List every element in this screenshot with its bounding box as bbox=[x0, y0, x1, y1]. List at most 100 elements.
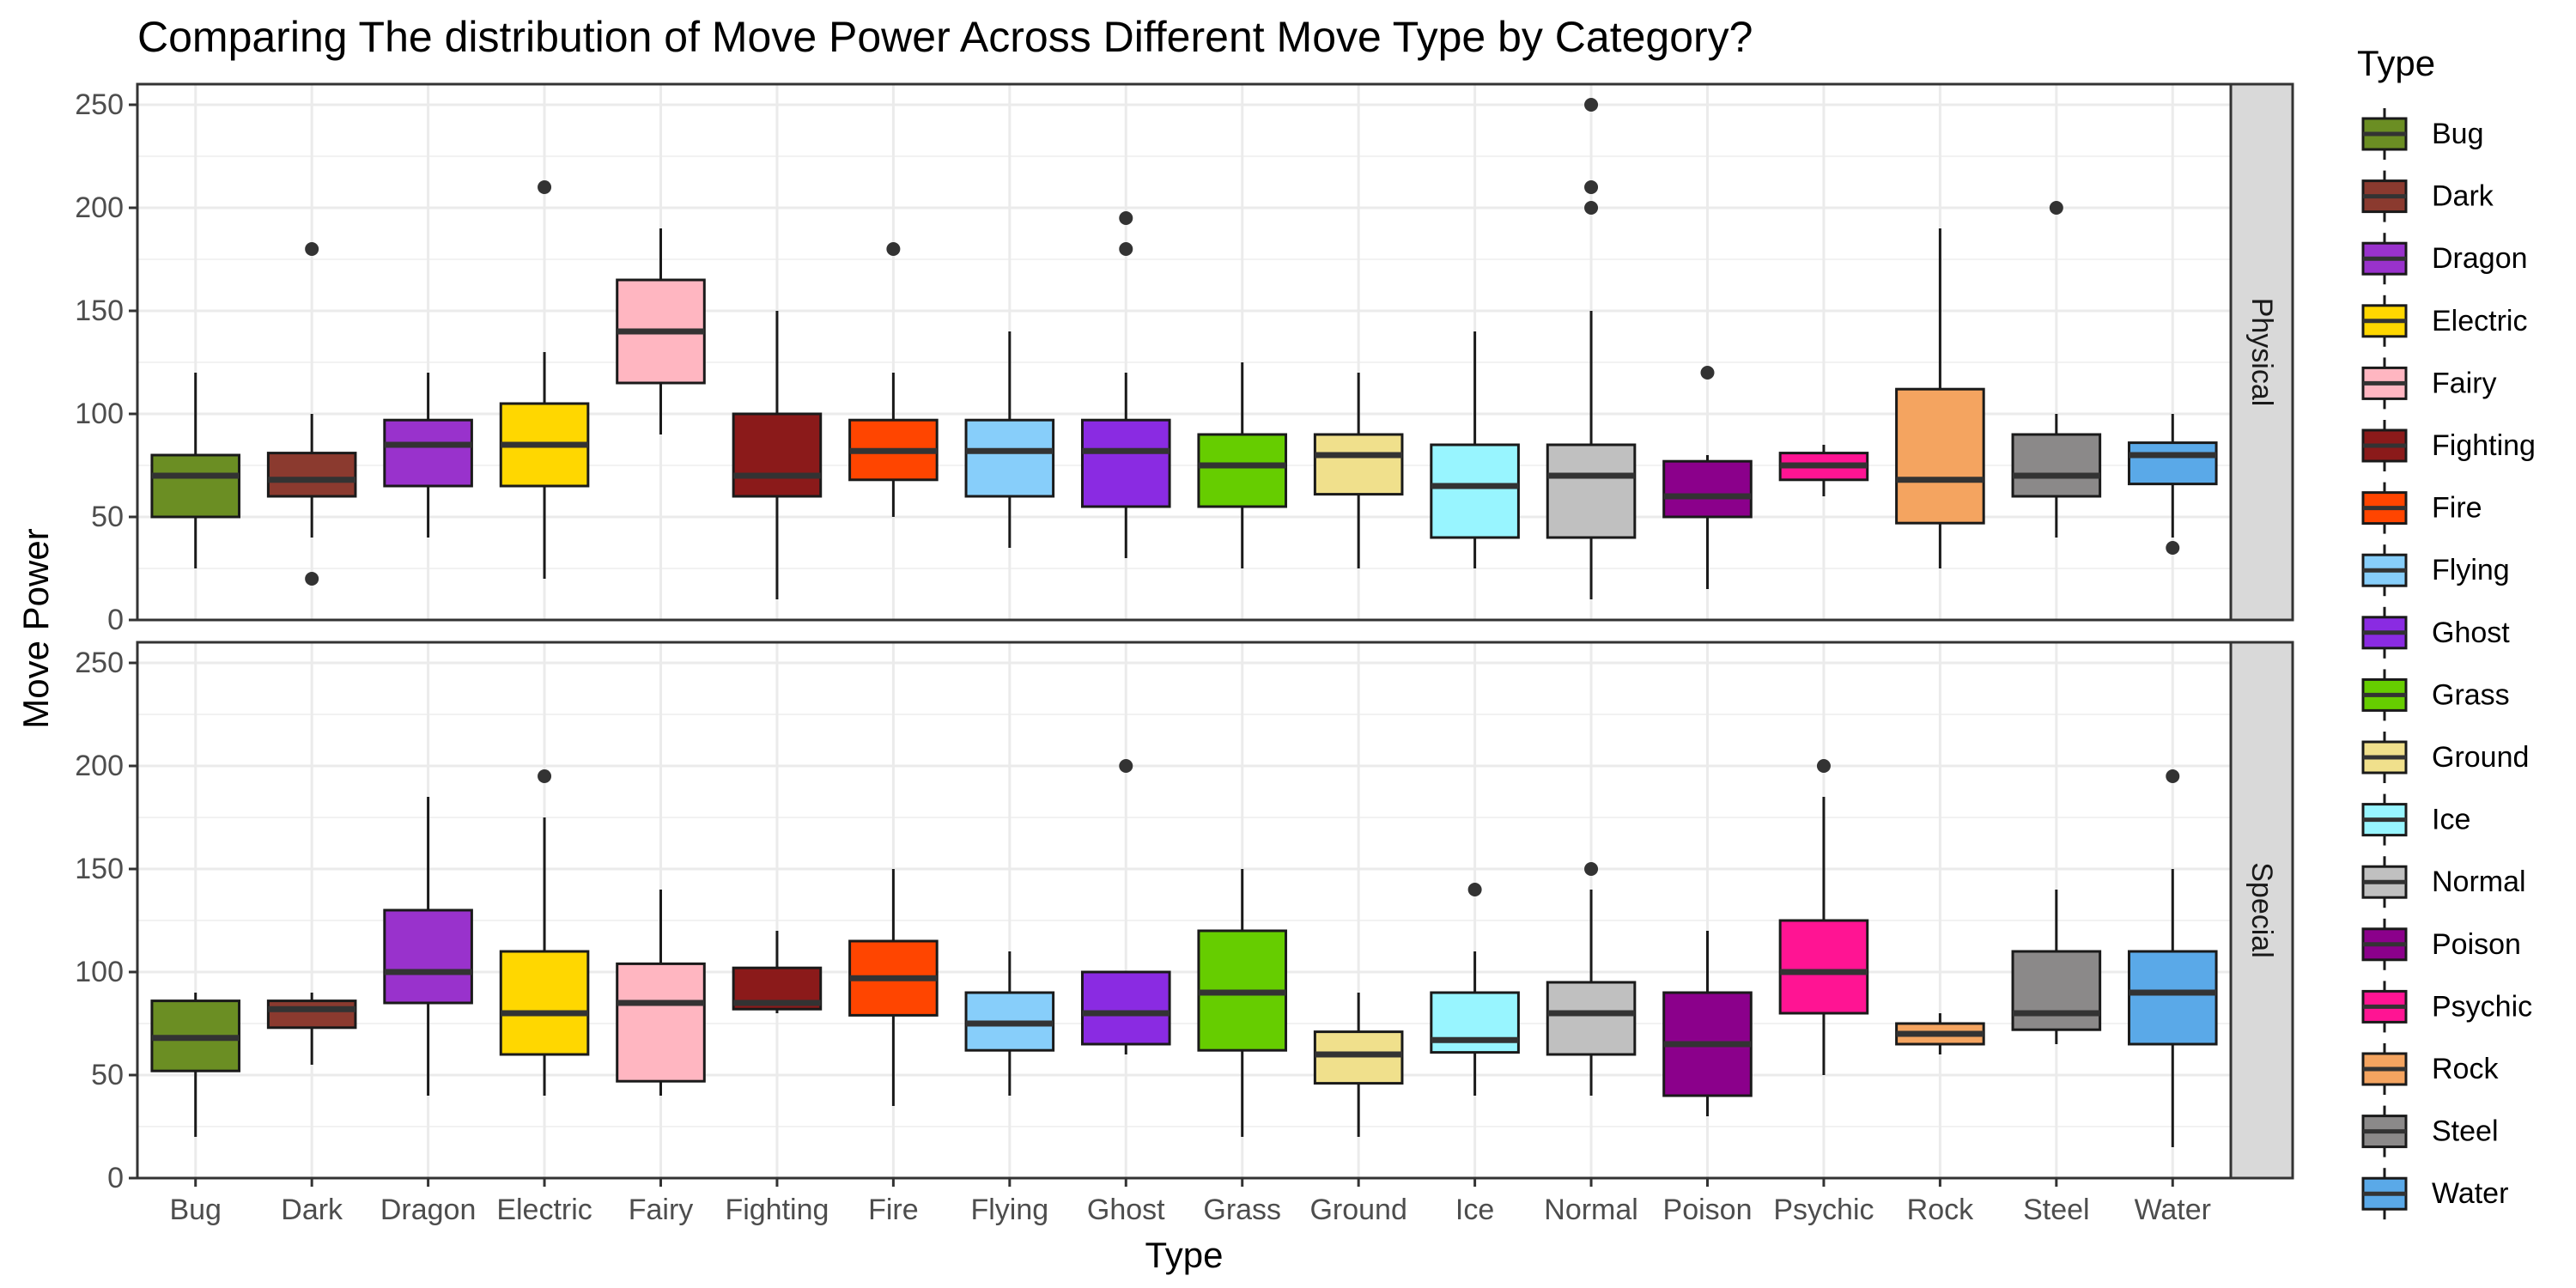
x-axis-title: Type bbox=[1145, 1235, 1223, 1275]
box-bug bbox=[150, 993, 241, 1137]
legend-item-flying: Flying bbox=[2361, 544, 2510, 597]
iqr-box bbox=[1197, 433, 1288, 508]
box-psychic bbox=[1778, 445, 1869, 496]
legend-label: Poison bbox=[2432, 928, 2521, 961]
iqr-box bbox=[1895, 387, 1985, 525]
y-tick-label: 100 bbox=[75, 956, 124, 988]
legend-item-rock: Rock bbox=[2361, 1043, 2499, 1095]
legend-item-fire: Fire bbox=[2361, 482, 2482, 534]
iqr-box bbox=[1430, 991, 1520, 1054]
legend-item-ground: Ground bbox=[2361, 732, 2529, 783]
x-tick-label: Bug bbox=[169, 1194, 222, 1226]
iqr-box bbox=[383, 908, 473, 1005]
box-fighting bbox=[732, 311, 823, 599]
x-tick-label: Psychic bbox=[1773, 1194, 1874, 1226]
legend-label: Fairy bbox=[2432, 367, 2497, 399]
x-tick-label: Normal bbox=[1544, 1194, 1638, 1226]
box-normal bbox=[1546, 862, 1637, 1096]
legend-label: Ghost bbox=[2432, 617, 2510, 649]
box-electric bbox=[499, 769, 590, 1096]
legend-item-water: Water bbox=[2361, 1168, 2508, 1220]
box-ghost bbox=[1080, 211, 1171, 558]
outlier-point bbox=[1119, 242, 1133, 256]
legend-label: Psychic bbox=[2432, 990, 2532, 1023]
x-tick-label: Electric bbox=[496, 1194, 592, 1226]
x-tick-label: Rock bbox=[1907, 1194, 1974, 1226]
box-ghost bbox=[1080, 759, 1171, 1054]
box-fairy bbox=[616, 228, 706, 434]
y-tick-label: 150 bbox=[75, 853, 124, 885]
box-grass bbox=[1197, 869, 1288, 1137]
outlier-point bbox=[1467, 883, 1482, 896]
legend-item-grass: Grass bbox=[2361, 669, 2510, 721]
x-tick-label: Dark bbox=[281, 1194, 343, 1226]
y-tick-label: 150 bbox=[75, 295, 124, 327]
legend-label: Rock bbox=[2432, 1053, 2499, 1085]
outlier-point bbox=[2049, 201, 2063, 215]
iqr-box bbox=[266, 452, 357, 498]
box-water bbox=[2127, 769, 2218, 1147]
legend-label: Dark bbox=[2432, 180, 2494, 213]
outlier-point bbox=[1700, 366, 1715, 380]
iqr-box bbox=[732, 412, 823, 498]
box-fire bbox=[848, 242, 939, 517]
x-tick-label: Fairy bbox=[629, 1194, 694, 1226]
box-flying bbox=[964, 951, 1055, 1096]
x-tick-label: Ice bbox=[1455, 1194, 1494, 1226]
outlier-point bbox=[2166, 541, 2180, 555]
facet-strip bbox=[2229, 641, 2294, 1180]
legend-label: Ground bbox=[2432, 741, 2529, 774]
x-tick-label: Ghost bbox=[1087, 1194, 1165, 1226]
legend-item-normal: Normal bbox=[2361, 856, 2526, 908]
facet-label-physical: Physical bbox=[2245, 298, 2278, 407]
x-tick-label: Fighting bbox=[725, 1194, 829, 1226]
box-poison bbox=[1662, 931, 1753, 1116]
outlier-point bbox=[1119, 759, 1133, 773]
iqr-box bbox=[616, 962, 706, 1083]
panel-physical: Physical 0 50 100 150 200 250 bbox=[75, 82, 2294, 636]
box-psychic bbox=[1778, 759, 1869, 1075]
y-tick-label: 0 bbox=[107, 604, 124, 636]
legend-label: Fire bbox=[2432, 492, 2482, 525]
outlier-point bbox=[1584, 98, 1599, 112]
legend-label: Flying bbox=[2432, 554, 2510, 586]
panel-background bbox=[137, 642, 2231, 1178]
iqr-box bbox=[1778, 919, 1869, 1015]
box-dragon bbox=[383, 797, 473, 1096]
x-tick-label: Grass bbox=[1203, 1194, 1281, 1226]
iqr-box bbox=[383, 418, 473, 488]
y-tick-label: 50 bbox=[91, 1059, 124, 1091]
y-tick-label: 0 bbox=[107, 1162, 124, 1194]
x-tick-label: Poison bbox=[1663, 1194, 1753, 1226]
x-axis: Bug Dark Dragon Electric Fairy Fighting Fire Fl… bbox=[169, 1178, 2211, 1226]
y-tick-label: 200 bbox=[75, 191, 124, 224]
y-tick-label: 200 bbox=[75, 750, 124, 782]
panel-background bbox=[137, 84, 2231, 620]
box-fire bbox=[848, 869, 939, 1106]
legend-label: Electric bbox=[2432, 305, 2527, 337]
legend-label: Fighting bbox=[2432, 429, 2536, 462]
legend-item-fighting: Fighting bbox=[2361, 420, 2536, 471]
y-tick-label: 250 bbox=[75, 647, 124, 679]
iqr-box bbox=[1546, 981, 1637, 1056]
legend-title: Type bbox=[2357, 43, 2435, 83]
iqr-box bbox=[1662, 459, 1753, 519]
box-normal bbox=[1546, 98, 1637, 599]
iqr-box bbox=[150, 453, 241, 519]
outlier-point bbox=[305, 572, 319, 586]
iqr-box bbox=[1313, 1030, 1404, 1085]
box-flying bbox=[964, 331, 1055, 548]
outlier-point bbox=[1584, 201, 1599, 215]
outlier-point bbox=[305, 242, 319, 256]
legend-item-electric: Electric bbox=[2361, 295, 2527, 347]
box-dark bbox=[266, 993, 357, 1065]
panel-special: Special 0 50 100 150 200 250 bbox=[75, 641, 2294, 1194]
box-ground bbox=[1313, 373, 1404, 568]
legend-label: Normal bbox=[2432, 866, 2526, 898]
legend-item-poison: Poison bbox=[2361, 918, 2521, 970]
legend-label: Grass bbox=[2432, 678, 2510, 711]
box-grass bbox=[1197, 362, 1288, 568]
x-tick-label: Ground bbox=[1309, 1194, 1406, 1226]
box-steel bbox=[2011, 890, 2102, 1044]
